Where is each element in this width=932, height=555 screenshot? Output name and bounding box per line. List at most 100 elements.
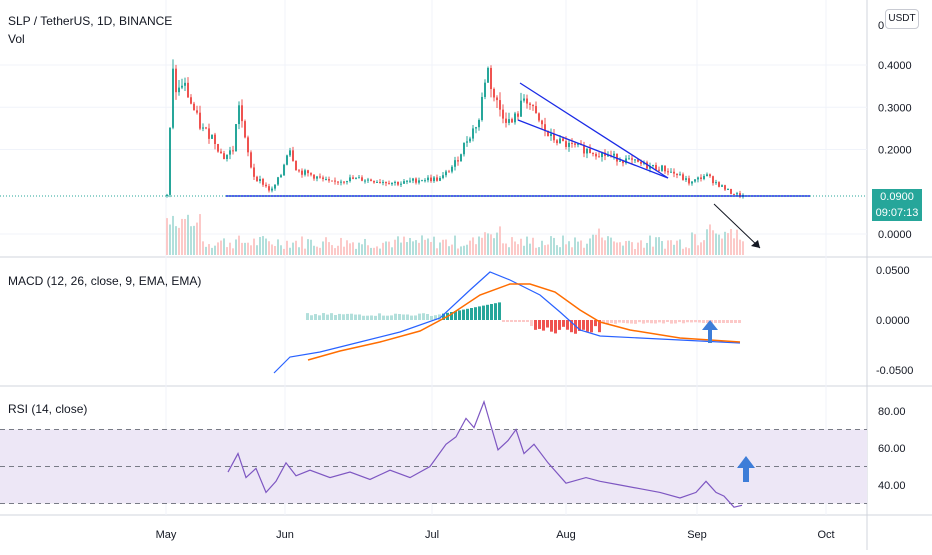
candle-body [238, 105, 240, 125]
volume-bar [193, 225, 195, 255]
volume-bar [220, 240, 222, 255]
currency-button[interactable]: USDT [885, 9, 919, 29]
candle-body [481, 96, 483, 121]
candle-body [565, 141, 567, 147]
volume-bar [646, 242, 648, 255]
macd-histogram-bar [362, 315, 365, 320]
volume-bar [442, 239, 444, 255]
candle-body [658, 169, 660, 171]
candle-body [463, 142, 465, 155]
volume-bar [328, 242, 330, 255]
candle-body [370, 179, 372, 181]
macd-histogram-bar [642, 320, 645, 324]
volume-bar [595, 234, 597, 255]
volume-bar [694, 234, 696, 255]
macd-histogram-bar [594, 320, 597, 327]
macd-histogram-bar [718, 320, 721, 323]
rsi-line [227, 399, 743, 508]
volume-bar [670, 240, 672, 255]
volume-bar [529, 243, 531, 255]
volume-bar [358, 242, 360, 255]
volume-bar [259, 236, 261, 255]
volume-bar [610, 237, 612, 255]
volume-bar [286, 240, 288, 255]
rsi-tick-label: 60.00 [878, 443, 906, 455]
macd-up-arrow-icon [702, 320, 718, 343]
macd-histogram-bar [334, 315, 337, 320]
volume-bar [652, 246, 654, 255]
volume-bar [250, 245, 252, 255]
volume-bar [676, 240, 678, 255]
candle-body [709, 174, 711, 177]
macd-histogram-bar [454, 311, 457, 320]
volume-bar [502, 243, 504, 255]
volume-bar [196, 222, 198, 255]
volume-bar [709, 224, 711, 255]
symbol-title: SLP / TetherUS, 1D, BINANCE [8, 14, 173, 28]
macd-histogram-bar [602, 320, 605, 323]
candle-body [652, 164, 654, 166]
candle-body [241, 105, 243, 122]
volume-bar [730, 229, 732, 255]
candle-body [541, 120, 543, 125]
volume-bar [409, 237, 411, 255]
candle-body [715, 182, 717, 184]
candle-body [421, 180, 423, 182]
volume-bar [421, 235, 423, 255]
volume-bar [244, 242, 246, 255]
candle-body [691, 181, 693, 184]
macd-histogram-bar [722, 320, 725, 323]
volume-bar [607, 236, 609, 255]
macd-histogram-bar [710, 320, 713, 323]
price-tick-label: 0.3000 [878, 102, 912, 114]
candle-body [589, 148, 591, 154]
candle-body [511, 119, 513, 123]
volume-bar [736, 229, 738, 255]
candle-body [496, 97, 498, 101]
macd-histogram-bar [606, 320, 609, 324]
volume-bar [403, 236, 405, 255]
candle-body [688, 178, 690, 184]
volume-bar [211, 247, 213, 255]
macd-histogram-bar [542, 320, 545, 331]
candle-body [736, 193, 738, 195]
candle-body [307, 170, 309, 174]
volume-bar [262, 236, 264, 255]
volume-bar [481, 237, 483, 255]
macd-line [273, 271, 741, 374]
volume-bar [562, 235, 564, 255]
volume-bar [349, 243, 351, 255]
candle-body [583, 144, 585, 154]
candle-body [229, 150, 231, 155]
macd-histogram-bar [650, 320, 653, 324]
candle-body [166, 194, 168, 196]
candle-body [703, 176, 705, 179]
volume-bar [484, 232, 486, 255]
candle-body [667, 171, 669, 173]
candle-body [325, 179, 327, 181]
volume-bar [172, 215, 174, 255]
volume-bar [385, 241, 387, 255]
volume-bar [601, 237, 603, 255]
candle-body [607, 155, 609, 157]
candle-body [346, 181, 348, 183]
volume-bar [718, 234, 720, 255]
candle-body [727, 189, 729, 191]
macd-histogram-bar [726, 320, 729, 323]
macd-histogram-bar [430, 316, 433, 320]
date-tick-label: Aug [556, 529, 576, 541]
volume-bar [556, 245, 558, 255]
candle-body [283, 164, 285, 176]
volume-bar [523, 245, 525, 255]
macd-histogram-bar [666, 320, 669, 323]
candle-body [187, 82, 189, 98]
volume-bar [649, 235, 651, 255]
candle-body [631, 158, 633, 160]
volume-bar [742, 241, 744, 255]
volume-bar [589, 238, 591, 255]
candle-body [637, 159, 639, 162]
volume-bar [628, 240, 630, 255]
date-tick-label: Oct [817, 529, 834, 541]
volume-bar [727, 233, 729, 255]
candle-body [475, 127, 477, 129]
